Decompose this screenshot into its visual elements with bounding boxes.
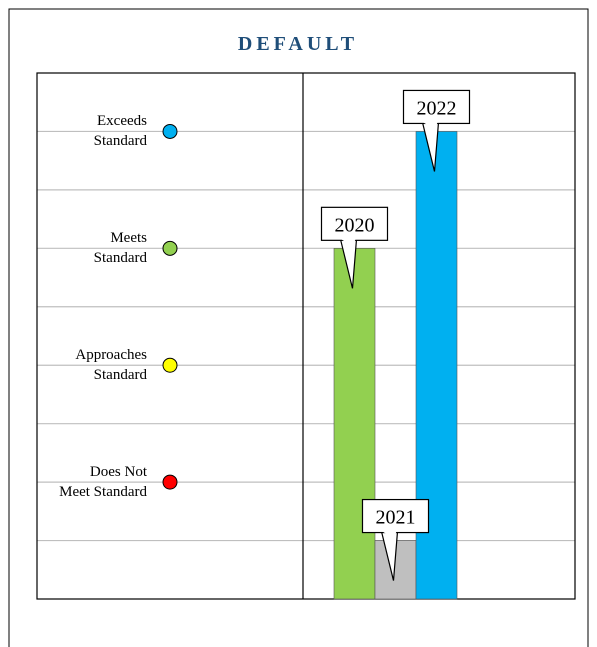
level-marker: [162, 357, 178, 373]
callout-label: 2022: [417, 97, 457, 119]
level-marker: [162, 474, 178, 490]
level-label: Does Not Meet Standard: [59, 464, 147, 501]
frame: [8, 8, 589, 647]
callout-label: 2021: [376, 507, 416, 529]
callout-label: 2020: [335, 214, 375, 236]
level-label: Meets Standard: [93, 230, 147, 267]
level-marker: [162, 123, 178, 139]
level-label: Approaches Standard: [75, 347, 147, 384]
plot-border: [36, 72, 576, 600]
chart-title: DEFAULT: [238, 33, 358, 55]
callout-tail-cover: [382, 531, 397, 539]
callout-box: [402, 89, 471, 125]
bar: [415, 131, 458, 600]
level-marker: [162, 240, 178, 256]
level-label: Exceeds Standard: [93, 113, 147, 150]
bar: [333, 248, 376, 600]
callout-tail-cover: [341, 239, 356, 247]
callout-tail-cover: [423, 122, 438, 130]
callout-box: [361, 498, 430, 534]
